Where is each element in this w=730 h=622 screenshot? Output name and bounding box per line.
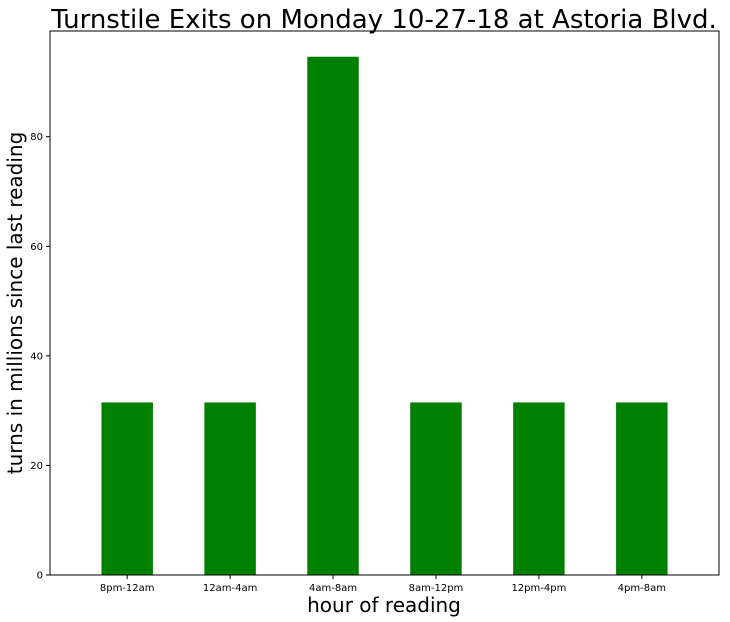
y-tick-label: 20 [30,461,43,472]
y-tick-label: 60 [30,242,43,253]
bar-12pm-4pm [513,402,565,575]
y-tick-label: 40 [30,351,43,362]
bar-4am-8am [307,56,359,576]
bars-group [101,56,668,576]
x-tick-label: 4am-8am [309,583,357,594]
x-tick-label: 8am-12pm [409,583,464,594]
plot-frame [49,30,720,576]
x-axis-label: hour of reading [307,593,461,617]
chart-title: Turnstile Exits on Monday 10-27-18 at As… [50,5,717,35]
bar-12am-4am [204,402,256,575]
y-tick-label: 80 [30,132,43,143]
y-axis-label: turns in millions since last reading [3,132,27,475]
bar-8am-12pm [410,402,462,575]
x-tick-label: 8pm-12am [100,583,155,594]
y-axis: 0 20 40 60 80 [30,132,50,582]
y-tick-label: 0 [37,571,43,582]
bar-8pm-12am [101,402,153,575]
x-tick-label: 12pm-4pm [511,583,566,594]
x-tick-label: 12am-4am [203,583,257,594]
bar-4pm-8am [616,402,668,575]
x-tick-label: 4pm-8am [618,583,666,594]
x-axis: 8pm-12am 12am-4am 4am-8am 8am-12pm 12pm-4pm 4… [100,575,666,594]
